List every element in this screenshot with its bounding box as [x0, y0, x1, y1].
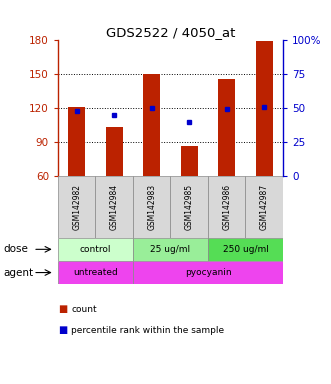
Text: GSM142986: GSM142986 [222, 184, 231, 230]
Text: GSM142985: GSM142985 [185, 184, 194, 230]
Title: GDS2522 / 4050_at: GDS2522 / 4050_at [106, 26, 235, 39]
Text: untreated: untreated [73, 268, 118, 277]
Bar [95, 176, 133, 238]
Bar [181, 146, 198, 176]
Text: ■: ■ [58, 304, 67, 314]
Text: GSM142987: GSM142987 [260, 184, 269, 230]
Text: agent: agent [3, 268, 33, 278]
Bar [58, 261, 133, 284]
Bar [58, 238, 133, 261]
Text: GSM142984: GSM142984 [110, 184, 119, 230]
Bar [133, 261, 283, 284]
Text: 250 ug/ml: 250 ug/ml [222, 245, 268, 254]
Bar [256, 41, 273, 176]
Bar [208, 238, 283, 261]
Text: percentile rank within the sample: percentile rank within the sample [71, 326, 224, 335]
Bar [133, 238, 208, 261]
Bar [58, 176, 95, 238]
Bar [106, 127, 122, 176]
Bar [170, 176, 208, 238]
Text: ■: ■ [58, 325, 67, 335]
Bar [133, 176, 170, 238]
Text: control: control [80, 245, 111, 254]
Bar [246, 176, 283, 238]
Bar [208, 176, 246, 238]
Bar [68, 107, 85, 176]
Text: pyocyanin: pyocyanin [185, 268, 231, 277]
Text: GSM142983: GSM142983 [147, 184, 156, 230]
Text: dose: dose [3, 244, 28, 254]
Bar [218, 79, 235, 176]
Bar [143, 74, 160, 176]
Text: 25 ug/ml: 25 ug/ml [150, 245, 191, 254]
Text: count: count [71, 305, 97, 314]
Text: GSM142982: GSM142982 [72, 184, 81, 230]
